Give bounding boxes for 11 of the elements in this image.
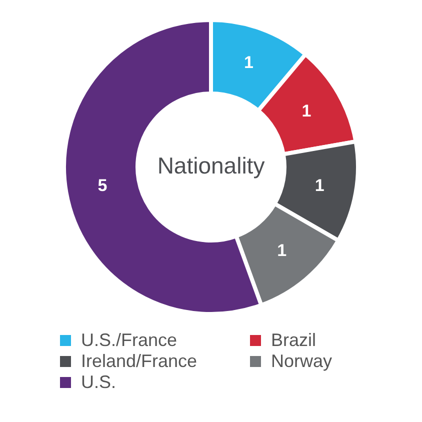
data-label: 1 bbox=[302, 102, 312, 121]
legend-label: U.S./France bbox=[81, 330, 178, 351]
legend-label: Norway bbox=[271, 351, 332, 372]
legend-label: Brazil bbox=[271, 330, 316, 351]
legend-label: U.S. bbox=[81, 372, 116, 393]
data-label: 1 bbox=[314, 176, 324, 195]
data-label: 1 bbox=[244, 53, 254, 72]
text: Nationality bbox=[157, 152, 266, 178]
legend-label: Ireland/France bbox=[81, 351, 198, 372]
data-label: 1 bbox=[277, 241, 287, 260]
data-label: 5 bbox=[98, 176, 108, 195]
